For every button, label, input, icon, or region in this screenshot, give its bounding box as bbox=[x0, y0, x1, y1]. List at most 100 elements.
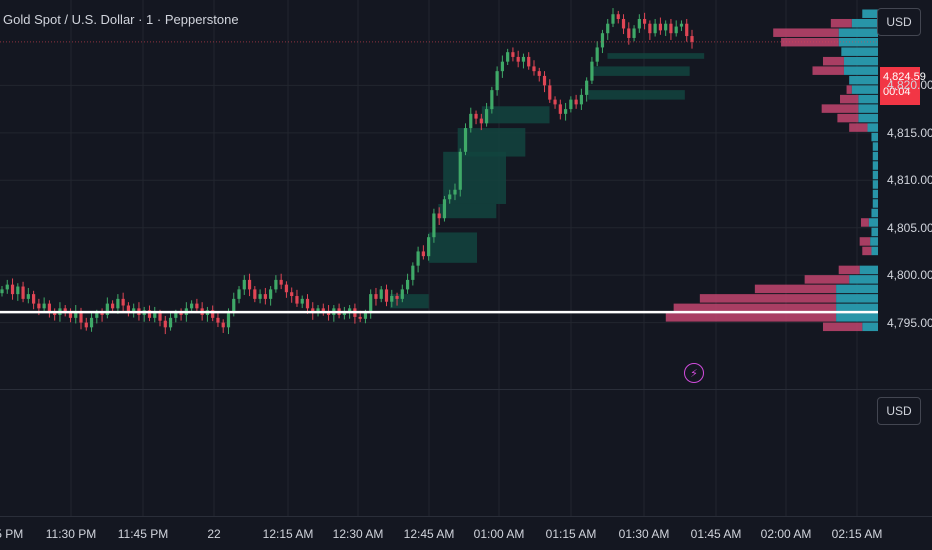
candle bbox=[664, 23, 668, 31]
candle bbox=[463, 128, 468, 152]
candle bbox=[258, 294, 262, 299]
candle bbox=[321, 308, 325, 312]
volume-profile-buy bbox=[859, 265, 878, 275]
candle bbox=[79, 311, 83, 323]
candle bbox=[126, 305, 131, 314]
candle bbox=[132, 308, 136, 314]
time-axis-label: 01:45 AM bbox=[690, 527, 742, 541]
last-price-tag: 4,824.59 00:04 bbox=[880, 67, 926, 105]
candle bbox=[179, 313, 183, 315]
candle bbox=[232, 298, 236, 314]
fvg-zone bbox=[443, 151, 506, 204]
volume-profile-sell bbox=[859, 237, 871, 246]
candle bbox=[416, 251, 420, 266]
price-axis-label: 4,810.00 bbox=[887, 173, 932, 188]
candle bbox=[506, 52, 510, 62]
volume-profile-buy bbox=[836, 313, 878, 322]
candle bbox=[295, 296, 299, 304]
candle bbox=[111, 303, 115, 309]
candle bbox=[458, 151, 462, 190]
candle bbox=[579, 94, 583, 105]
time-axis-label: 02:00 AM bbox=[760, 527, 812, 541]
candle bbox=[484, 109, 489, 124]
volume-profile-buy bbox=[872, 180, 878, 189]
candle bbox=[316, 308, 320, 314]
volume-profile-buy bbox=[872, 151, 878, 161]
candle bbox=[648, 23, 652, 34]
volume-profile-sell bbox=[821, 104, 859, 113]
candle bbox=[658, 23, 662, 31]
candle bbox=[500, 61, 504, 72]
fvg-zone bbox=[593, 66, 690, 76]
candle bbox=[563, 109, 568, 114]
volume-profile-buy bbox=[858, 94, 878, 104]
candle bbox=[47, 303, 52, 314]
time-axis-label: 01:30 AM bbox=[618, 527, 670, 541]
candle bbox=[21, 286, 25, 299]
candle bbox=[342, 313, 346, 315]
candle bbox=[190, 303, 194, 309]
candle bbox=[469, 113, 473, 129]
volume-profile-sell bbox=[781, 37, 839, 47]
price-axis-label: 4,795.00 bbox=[887, 315, 932, 330]
candle bbox=[437, 213, 441, 219]
candle bbox=[585, 80, 589, 95]
candle bbox=[168, 317, 173, 328]
candle bbox=[95, 313, 99, 318]
volume-profile-buy bbox=[849, 75, 878, 85]
fvg-zone bbox=[607, 53, 705, 59]
candle bbox=[290, 292, 294, 297]
candle bbox=[369, 294, 373, 314]
candle bbox=[590, 61, 594, 81]
candle bbox=[0, 289, 4, 294]
candle bbox=[247, 279, 252, 290]
time-axis-label: 11:15 PM bbox=[0, 527, 24, 541]
price-axis-label: 4,820.00 bbox=[887, 78, 932, 93]
candle bbox=[627, 28, 631, 38]
candle bbox=[490, 90, 494, 110]
candle bbox=[32, 294, 36, 304]
currency-button-bottom[interactable]: USD bbox=[877, 397, 921, 425]
candle bbox=[237, 289, 241, 299]
volume-profile-buy bbox=[851, 85, 878, 94]
candle bbox=[600, 33, 605, 48]
candle bbox=[690, 36, 694, 42]
volume-profile-buy bbox=[872, 170, 878, 180]
candle bbox=[685, 23, 689, 37]
candle bbox=[305, 298, 310, 309]
candle bbox=[263, 294, 267, 299]
candle bbox=[274, 279, 278, 290]
lightning-icon[interactable]: ⚡ bbox=[684, 363, 704, 383]
symbol-title: Gold Spot / U.S. Dollar · 1 · Pepperston… bbox=[3, 12, 239, 27]
candle bbox=[516, 56, 520, 62]
volume-profile-buy bbox=[836, 294, 878, 303]
volume-profile-sell bbox=[822, 56, 844, 66]
price-axis-label: 4,805.00 bbox=[887, 220, 932, 235]
candle bbox=[279, 279, 283, 285]
candle bbox=[16, 286, 20, 295]
currency-button-top[interactable]: USD bbox=[877, 8, 921, 36]
volume-profile-buy bbox=[872, 199, 878, 208]
candle bbox=[611, 14, 615, 24]
candle bbox=[679, 23, 684, 27]
candle bbox=[400, 289, 404, 299]
candle bbox=[63, 308, 67, 314]
fvg-zone bbox=[588, 90, 685, 100]
candle bbox=[532, 66, 536, 72]
volume-profile-buy bbox=[849, 275, 878, 284]
candle bbox=[216, 317, 220, 323]
candle bbox=[421, 251, 425, 257]
time-axis-label: 12:45 AM bbox=[403, 527, 455, 541]
volume-profile-sell bbox=[862, 246, 872, 256]
candle bbox=[479, 118, 483, 124]
candle bbox=[569, 99, 573, 110]
candle bbox=[527, 56, 531, 67]
candle bbox=[442, 199, 447, 219]
candle bbox=[542, 75, 547, 86]
candle bbox=[121, 298, 125, 306]
pane-separator[interactable] bbox=[0, 389, 932, 390]
volume-profile-sell bbox=[804, 275, 850, 284]
candle bbox=[300, 298, 304, 304]
volume-profile-sell bbox=[860, 218, 869, 227]
